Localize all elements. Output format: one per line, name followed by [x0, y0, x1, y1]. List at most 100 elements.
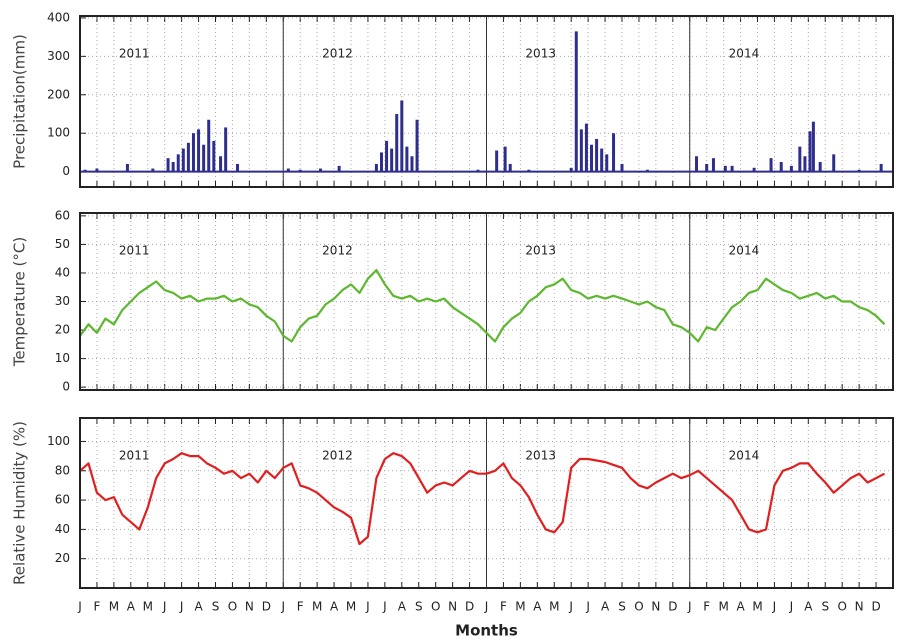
bar — [569, 167, 573, 172]
x-tick-label: J — [179, 600, 184, 614]
y-tick-label: 60 — [55, 493, 70, 507]
bar — [711, 158, 715, 172]
bar — [584, 123, 588, 172]
y-tick-label: 40 — [55, 522, 70, 536]
bar — [207, 119, 211, 172]
x-tick-label: F — [500, 600, 507, 614]
year-label: 2012 — [322, 449, 353, 463]
x-tick-label: A — [398, 600, 407, 614]
bar — [236, 163, 240, 172]
x-tick-label: M — [718, 600, 728, 614]
y-tick-label: 400 — [47, 10, 70, 24]
bar — [476, 169, 480, 172]
bar — [151, 168, 155, 172]
x-tick-label: J — [382, 600, 387, 614]
y-tick-label: 0 — [62, 380, 70, 394]
bar — [503, 146, 507, 172]
y-tick-label: 100 — [47, 126, 70, 140]
bar — [298, 169, 302, 172]
year-label: 2013 — [525, 47, 556, 61]
year-label: 2014 — [729, 449, 760, 463]
y-tick-label: 30 — [55, 294, 70, 308]
x-tick-label: A — [601, 600, 610, 614]
x-tick-label: S — [618, 600, 626, 614]
bar — [527, 169, 531, 172]
bar — [705, 163, 709, 172]
bar — [191, 133, 195, 172]
bar — [730, 165, 734, 172]
y-tick-label: 100 — [47, 434, 70, 448]
bar — [410, 156, 414, 172]
year-label: 2014 — [729, 244, 760, 258]
x-tick-label: A — [194, 600, 203, 614]
x-tick-label: F — [297, 600, 304, 614]
y-axis-label: Relative Humidity (%) — [11, 421, 29, 585]
bar — [224, 127, 228, 172]
y-axis-label: Precipitation(mm) — [11, 34, 29, 169]
y-tick-label: 10 — [55, 351, 70, 365]
plot-frame — [79, 15, 894, 188]
x-tick-label: N — [651, 600, 660, 614]
x-tick-label: O — [634, 600, 643, 614]
x-tick-label: F — [703, 600, 710, 614]
year-label: 2011 — [119, 244, 150, 258]
bar — [590, 144, 594, 172]
bar — [166, 158, 170, 172]
x-tick-label: A — [804, 600, 813, 614]
bar — [600, 148, 604, 172]
x-tick-label: J — [77, 600, 82, 614]
bar — [605, 154, 609, 172]
bar — [752, 167, 756, 172]
bar — [374, 163, 378, 172]
y-tick-label: 50 — [55, 237, 70, 251]
year-label: 2013 — [525, 449, 556, 463]
bar — [176, 154, 180, 172]
bar — [645, 169, 649, 172]
x-tick-label: N — [855, 600, 864, 614]
x-tick-label: A — [127, 600, 136, 614]
bar — [83, 169, 87, 172]
x-tick-label: O — [431, 600, 440, 614]
bar — [879, 163, 883, 172]
y-tick-label: 60 — [55, 208, 70, 222]
x-tick-label: D — [262, 600, 271, 614]
x-tick-label: O — [837, 600, 846, 614]
bar — [620, 163, 624, 172]
x-tick-label: J — [162, 600, 167, 614]
bar — [769, 158, 773, 172]
x-tick-label: A — [736, 600, 745, 614]
bar — [212, 140, 216, 172]
bar — [171, 162, 175, 172]
x-tick-label: J — [687, 600, 692, 614]
bar — [574, 31, 578, 172]
year-label: 2014 — [729, 47, 760, 61]
x-tick-label: M — [346, 600, 356, 614]
bar — [390, 148, 394, 172]
bar — [197, 129, 201, 172]
year-label: 2011 — [119, 47, 150, 61]
bar — [319, 168, 323, 172]
bar — [405, 146, 409, 172]
x-tick-label: M — [312, 600, 322, 614]
x-tick-label: M — [549, 600, 559, 614]
line — [79, 452, 886, 546]
bar — [857, 169, 861, 172]
bar — [811, 121, 815, 172]
x-tick-label: D — [668, 600, 677, 614]
x-tick-label: S — [821, 600, 829, 614]
y-tick-label: 0 — [62, 164, 70, 178]
x-tick-label: M — [752, 600, 762, 614]
plot-frame — [79, 417, 894, 589]
x-tick-label: N — [448, 600, 457, 614]
x-tick-label: S — [212, 600, 220, 614]
year-label: 2012 — [322, 244, 353, 258]
bar — [695, 156, 699, 172]
bar — [808, 131, 812, 172]
x-tick-label: A — [533, 600, 542, 614]
bar — [415, 119, 419, 172]
y-tick-label: 20 — [55, 551, 70, 565]
x-tick-label: A — [330, 600, 339, 614]
bar — [723, 165, 727, 172]
bar — [286, 168, 290, 172]
bar — [818, 162, 822, 172]
